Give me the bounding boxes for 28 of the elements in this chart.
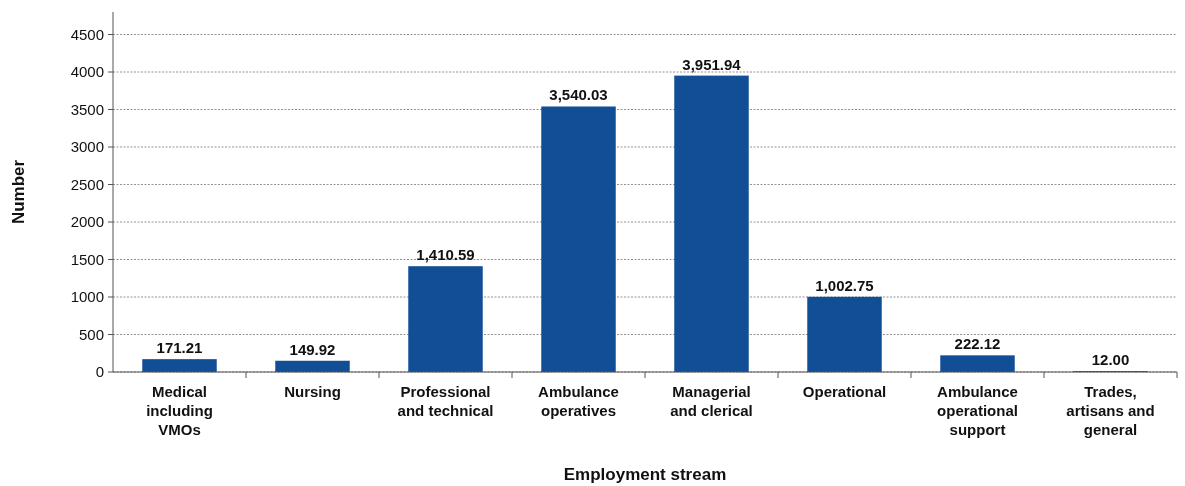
y-tick-label: 1000 [70,288,104,306]
x-tick-label: Managerial and clerical [670,383,753,419]
data-label: 3,951.94 [682,55,742,73]
data-label: 149.92 [289,340,336,358]
data-label: 3,540.03 [549,86,608,104]
data-label: 222.12 [954,335,1001,353]
y-tick-label: 500 [78,325,104,343]
x-tick-label: Trades, artisans and general [1066,383,1155,438]
y-tick-label: 0 [95,363,104,381]
data-label: 171.21 [156,339,203,357]
x-tick-label: Medical including VMOs [146,383,213,438]
data-label: 12.00 [1091,351,1130,369]
x-tick-label: Nursing [284,383,341,400]
x-tick-label: Professional and technical [397,383,494,419]
data-label: 1,002.75 [815,276,874,294]
data-label: 1,410.59 [416,246,475,264]
y-tick-label: 2000 [70,213,104,231]
y-tick-label: 2500 [70,175,104,193]
x-tick-label: Operational [802,383,887,400]
y-tick-label: 3000 [70,138,104,156]
x-tick-label: Ambulance operational support [937,383,1018,438]
y-axis-title: Number [9,159,28,225]
y-tick-label: 4000 [70,63,104,81]
x-axis-title: Employment stream [563,465,727,484]
y-tick-label: 1500 [70,250,104,268]
y-tick-label: 3500 [70,100,104,118]
x-tick-label: Ambulance operatives [538,383,619,419]
y-tick-label: 4500 [70,25,104,43]
